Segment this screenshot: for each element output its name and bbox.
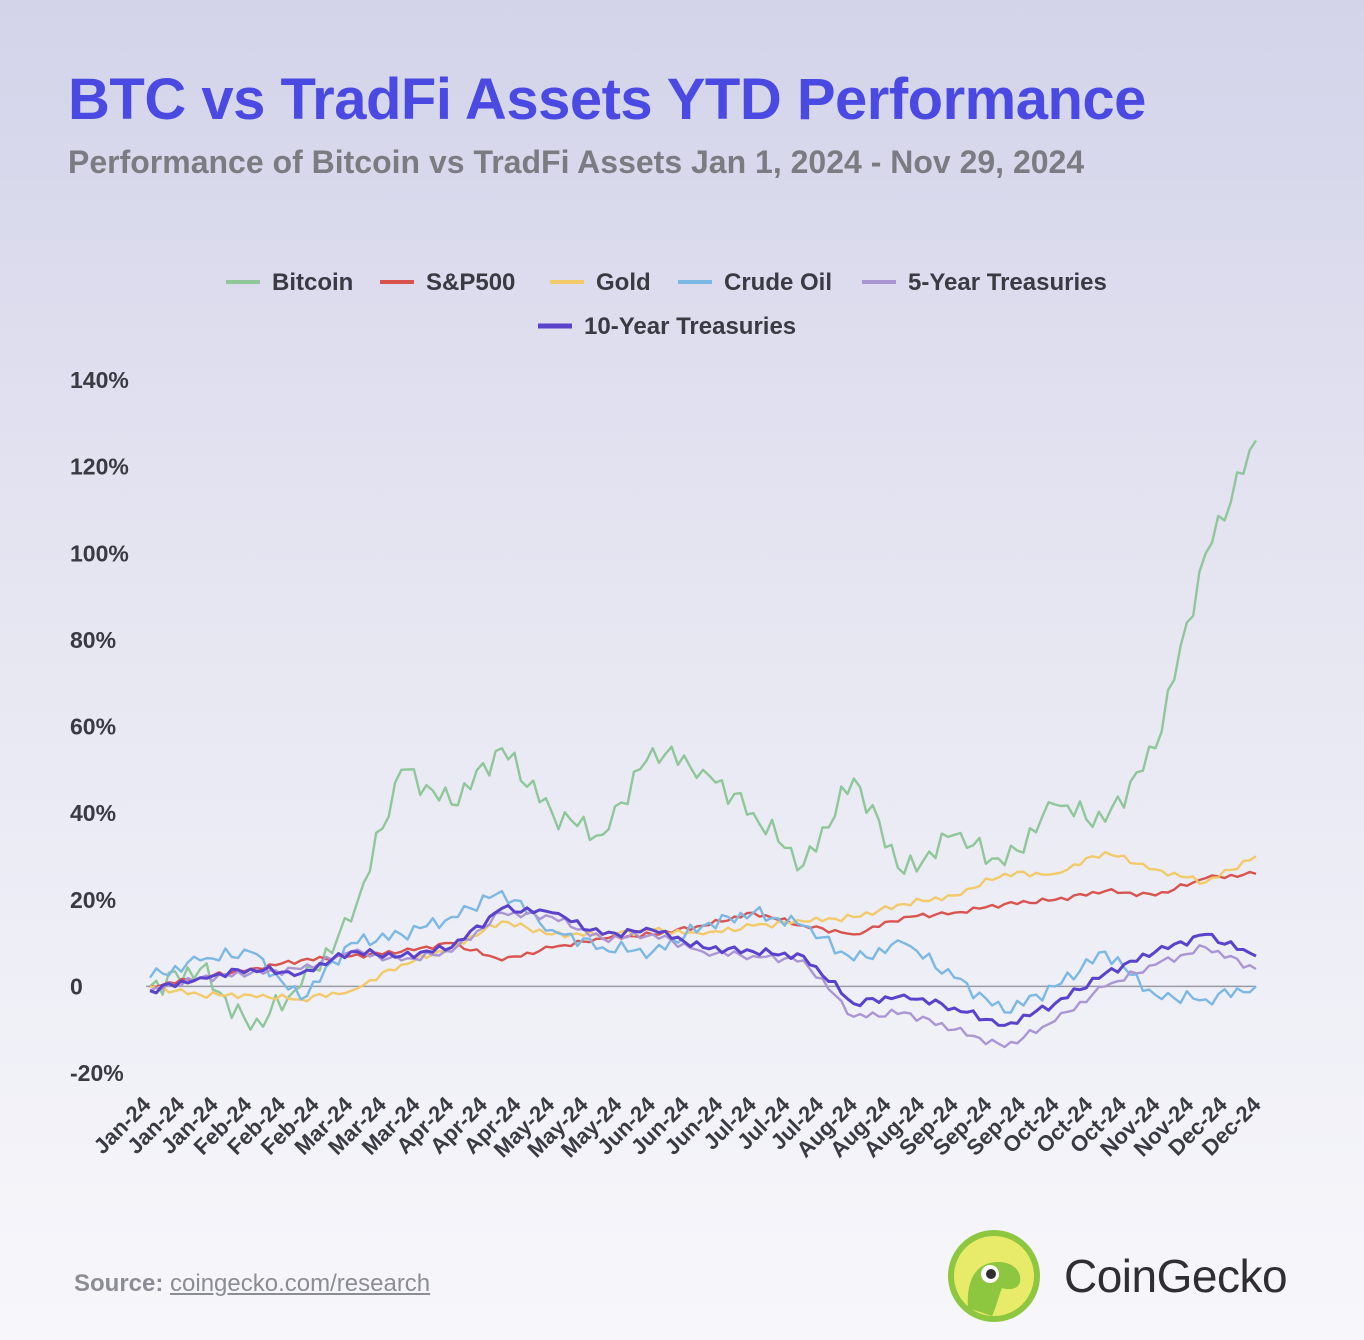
source-label: Source: xyxy=(74,1270,164,1297)
legend-entry: Crude Oil xyxy=(724,269,832,296)
source-note: Source: coingecko.com/research xyxy=(74,1270,430,1298)
y-tick-label: 100% xyxy=(70,540,129,566)
y-tick-label: -20% xyxy=(70,1060,124,1086)
legend-entry: Gold xyxy=(596,269,651,296)
series-line-bitcoin xyxy=(149,439,1257,1031)
y-tick-label: 0 xyxy=(70,973,83,999)
series-line-crude-oil xyxy=(149,889,1257,1014)
y-tick-label: 60% xyxy=(70,714,116,740)
brand-name: CoinGecko xyxy=(1064,1250,1288,1302)
legend-entry: 10-Year Treasuries xyxy=(584,313,796,340)
legend-entry: 5-Year Treasuries xyxy=(908,269,1107,296)
legend-entry: Bitcoin xyxy=(272,269,353,296)
gecko-icon xyxy=(948,1230,1040,1322)
series-line-10-year-treasuries xyxy=(149,904,1257,1027)
chart-subtitle: Performance of Bitcoin vs TradFi Assets … xyxy=(68,144,1085,180)
x-axis: Jan-24Jan-24Jan-24Feb-24Feb-24Feb-24Mar-… xyxy=(89,1091,1267,1162)
series-line-gold xyxy=(149,850,1257,1003)
y-tick-label: 20% xyxy=(70,887,116,913)
source-link[interactable]: coingecko.com/research xyxy=(170,1270,431,1297)
legend-entry: S&P500 xyxy=(426,269,515,296)
y-axis: -20% 0 20% 40% 60% 80% 100% 120% 140% xyxy=(70,367,129,1086)
y-tick-label: 140% xyxy=(70,367,129,393)
brand-logo: CoinGecko xyxy=(946,1226,1346,1326)
series-lines xyxy=(149,439,1257,1049)
y-tick-label: 120% xyxy=(70,454,129,480)
legend: Bitcoin S&P500 Gold Crude Oil 5-Year Treasur… xyxy=(226,269,1107,340)
y-tick-label: 80% xyxy=(70,627,116,653)
line-chart: Bitcoin S&P500 Gold Crude Oil 5-Year Treasur… xyxy=(70,269,1267,1162)
chart-title: BTC vs TradFi Assets YTD Performance xyxy=(68,67,1146,132)
y-tick-label: 40% xyxy=(70,800,116,826)
